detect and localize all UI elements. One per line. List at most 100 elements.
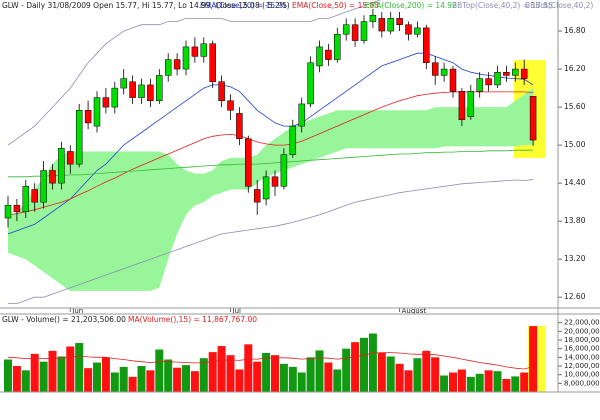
y-tick-label: 14,000,000 <box>564 353 600 361</box>
candle-body <box>520 68 528 79</box>
candle-body <box>503 71 510 76</box>
candle-body <box>467 91 475 117</box>
volume-bar <box>119 366 128 392</box>
candle-body <box>200 43 208 57</box>
candle-body <box>405 24 412 35</box>
volume-bar <box>342 348 351 392</box>
volume-bar <box>271 355 279 392</box>
volume-bar <box>386 356 395 392</box>
volume-bar <box>360 337 368 392</box>
y-tick-label: 16,000,000 <box>564 345 600 353</box>
candle-body <box>316 46 323 67</box>
candle-body <box>440 68 448 76</box>
indicator-line <box>8 149 534 178</box>
candle-body <box>369 14 377 22</box>
y-tick-label: 12,000,000 <box>564 362 600 370</box>
x-tick-label: Jun <box>71 307 83 315</box>
candle-body <box>31 189 38 203</box>
volume-bar <box>440 375 449 392</box>
cloud <box>8 88 534 291</box>
candle-body <box>40 170 47 203</box>
volume-bar <box>511 376 520 392</box>
volume-bar <box>297 372 306 392</box>
volume-bar <box>182 365 190 392</box>
volume-bar <box>75 343 84 392</box>
y-tick-label: 12.60 <box>564 292 586 301</box>
candle-body <box>147 84 154 102</box>
volume-bar <box>235 369 244 392</box>
candle-body <box>307 62 314 105</box>
volume-bar <box>4 359 12 392</box>
candle-body <box>245 138 252 187</box>
volume-bar <box>449 372 457 392</box>
indicator-line <box>7 0 382 146</box>
candle-body <box>102 97 110 108</box>
candle-body <box>360 21 368 41</box>
volume-bar <box>493 371 502 392</box>
volume-bar <box>164 359 173 392</box>
panel-title: GLW - Volume() = 21,203,506.00 <box>2 315 126 324</box>
volume-bar <box>324 362 333 392</box>
candle-body <box>280 154 288 187</box>
candle-body <box>449 68 457 92</box>
volume-bar <box>128 376 137 392</box>
candle-body <box>84 110 92 124</box>
volume-bar <box>404 370 413 392</box>
candle-body <box>325 49 332 60</box>
candle-body <box>13 205 21 212</box>
indicator-line <box>8 178 534 304</box>
candle-body <box>423 27 430 63</box>
volume-bar <box>101 357 110 392</box>
volume-bar <box>66 346 75 392</box>
candle-body <box>75 110 83 165</box>
candle-body <box>93 97 101 127</box>
candle-body <box>494 71 501 86</box>
volume-bar <box>422 350 431 392</box>
volume-bar <box>262 353 271 392</box>
volume-bar <box>288 366 297 392</box>
y-tick-label: 13.20 <box>564 254 586 263</box>
volume-bar <box>146 370 155 392</box>
volume-bar <box>173 367 182 392</box>
y-tick-label: 15.00 <box>564 140 586 149</box>
panel-title: GLW - Daily 31/08/2009 Open 15.77, Hi 15… <box>2 1 290 10</box>
y-tick-label: 18,000,000 <box>564 336 600 344</box>
candle-body <box>396 18 403 25</box>
volume-bar <box>155 349 164 392</box>
volume-bar <box>413 358 422 392</box>
volume-bar <box>466 376 475 392</box>
legend-entry: MA(Volume(),15) = 11,867,767.00 <box>128 315 257 324</box>
volume-bar <box>502 379 511 392</box>
legend-entry: BBBot(Close,40,2) <box>525 1 593 10</box>
volume-bar <box>48 350 57 392</box>
volume-bar <box>110 372 119 392</box>
candle-body <box>227 100 234 111</box>
volume-bar <box>333 369 342 392</box>
volume-bar <box>21 370 30 392</box>
candle-body <box>138 84 145 98</box>
candle-body <box>458 91 466 121</box>
volume-bar <box>520 372 529 392</box>
volume-ma <box>7 352 534 370</box>
y-tick-label: 10,000,000 <box>564 371 600 379</box>
y-tick-label: 8,000,000 <box>564 379 600 387</box>
volume-bar <box>484 370 493 392</box>
candle-body <box>289 125 297 155</box>
candle-body <box>209 43 216 83</box>
candle-body <box>262 176 270 200</box>
candle-body <box>129 81 136 98</box>
volume-bar <box>377 353 386 392</box>
volume-bar <box>39 361 48 392</box>
candle-body <box>236 113 243 140</box>
legend-entry: EMA(Close,20) = 15.95 <box>200 1 287 10</box>
y-tick-label: 13.80 <box>564 216 586 225</box>
volume-bar <box>199 358 208 392</box>
volume-bar <box>395 363 404 392</box>
candle-body <box>191 46 199 57</box>
x-tick-label: Jul <box>232 307 242 315</box>
y-tick-label: 15.60 <box>564 102 586 111</box>
candle-body <box>529 96 537 141</box>
candle-body <box>298 103 305 127</box>
legend-entry: EMA(Close,200) = 14.92 <box>365 1 457 10</box>
